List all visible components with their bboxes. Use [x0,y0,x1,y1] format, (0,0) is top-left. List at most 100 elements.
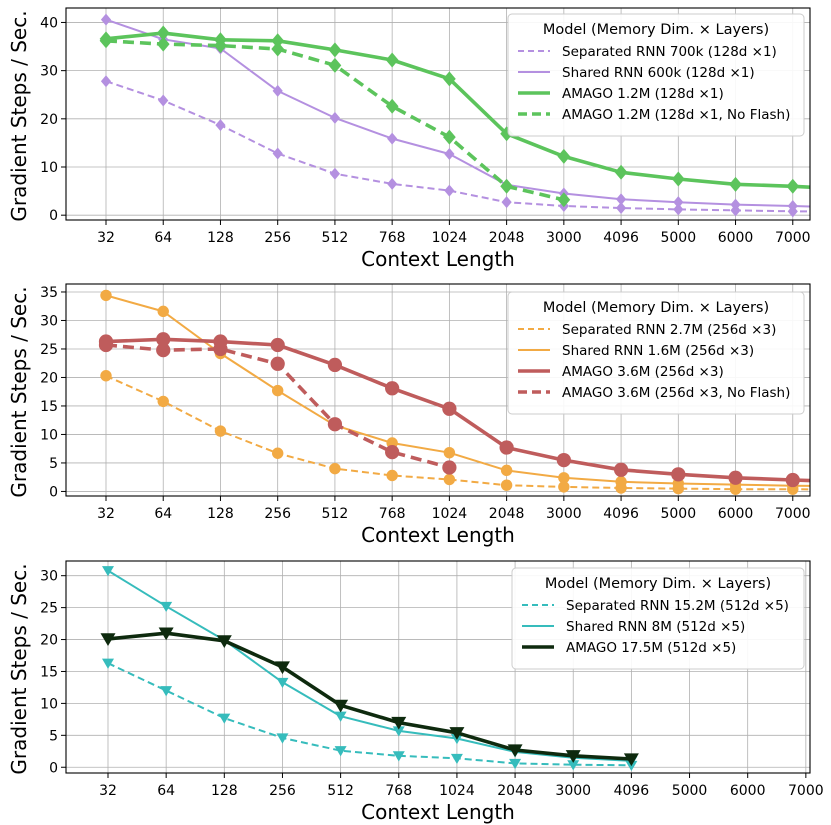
x-tick-label: 256 [264,506,291,522]
data-point [270,356,285,371]
data-point [443,473,456,486]
data-point [500,479,513,491]
x-tick-label: 3000 [546,230,582,246]
y-tick-label: 10 [40,427,58,443]
data-point [270,337,285,353]
data-point [334,711,347,722]
data-point [385,98,399,114]
data-point [156,25,170,41]
series-3 [100,627,639,767]
data-point [673,196,684,209]
chart-panel-1: 0 10 20 30 40 32 64 128 256 512 768 1024 2048 3000 409… [7,7,811,271]
data-point [213,341,228,357]
x-tick-label: 7000 [775,506,811,522]
x-tick-label: 5000 [660,506,696,522]
series-line [105,80,810,213]
legend-label: AMAGO 1.2M (128d ×1) [562,86,724,102]
data-point [271,447,284,459]
axes-frame [65,283,811,497]
data-point [499,440,514,455]
data-point [443,129,456,145]
legend-title: Model (Memory Dim. × Layers) [543,300,769,316]
data-point [100,370,112,382]
data-point [271,33,285,49]
data-point [444,147,455,160]
legend-label: AMAGO 3.6M (256d ×3) [562,364,724,380]
series-line [107,569,632,762]
legend-label: Shared RNN 600k (128d ×1) [562,65,755,81]
x-tick-label: 64 [154,230,172,246]
y-tick-label: 15 [40,399,58,415]
data-point [276,677,289,689]
series-line [105,294,810,487]
x-tick-label: 512 [327,783,354,799]
x-axis-label: Context Length [361,247,515,271]
chart-panel-3: 0 5 10 15 20 25 30 32 64 128 256 512 768 1024 2048 3000… [7,560,824,824]
axes-frame [65,7,811,221]
data-point [556,452,571,468]
data-point [158,94,169,107]
data-point [557,192,571,208]
data-point [785,472,800,488]
y-axis-label: Gradient Steps / Sec. [7,563,31,774]
data-point [386,469,398,482]
legend: Model (Memory Dim. × Layers) Separated RN… [511,567,805,670]
plot-area [99,13,810,218]
data-point [99,33,113,49]
series-line [105,31,810,189]
x-tick-label: 512 [322,230,349,246]
legend-label: Separated RNN 15.2M (512d ×5) [566,598,789,614]
legend-box [511,567,805,670]
y-tick-label: 30 [40,569,58,585]
data-point [385,381,400,396]
x-tick-label: 4096 [603,230,639,246]
data-point [329,462,341,475]
x-tick-label: 64 [154,506,172,522]
data-point [160,686,173,697]
y-tick-label: 30 [40,313,58,329]
x-tick-label: 256 [269,783,296,799]
data-point [442,460,457,475]
data-point [671,467,686,482]
data-point [272,147,283,160]
data-point [329,111,341,124]
legend-label: Shared RNN 1.6M (256d ×3) [562,343,754,359]
data-point [100,633,116,647]
data-point [157,305,169,318]
data-point [614,164,628,180]
data-point [271,41,285,57]
x-tick-label: 2048 [489,506,525,522]
data-point [786,178,800,194]
x-tick-label: 3000 [555,783,591,799]
x-tick-label: 32 [99,783,117,799]
x-tick-label: 7000 [775,230,811,246]
data-point [613,462,629,477]
y-tick-label: 10 [40,160,58,176]
data-point [500,464,513,477]
data-point [509,758,522,770]
x-tick-label: 64 [157,783,175,799]
x-tick-label: 256 [264,230,291,246]
x-tick-label: 6000 [718,230,754,246]
data-point [327,357,343,373]
x-tick-label: 5000 [660,230,696,246]
data-point [387,132,398,145]
data-point [328,57,342,73]
x-tick-label: 128 [211,783,238,799]
legend-box [507,13,805,137]
x-axis-label: Context Length [361,523,515,547]
x-tick-label: 128 [207,230,234,246]
y-tick-label: 15 [40,664,58,680]
x-axis-label: Context Length [361,800,515,824]
data-point [385,52,399,68]
legend-box [507,291,805,415]
data-point [214,38,227,54]
y-tick-label: 0 [49,484,58,500]
x-tick-label: 1024 [432,506,468,522]
series-4 [98,337,457,475]
series-line [105,18,810,208]
data-point [218,713,231,724]
series-4 [99,33,571,208]
data-point [327,417,343,432]
legend-title: Model (Memory Dim. × Layers) [543,22,769,38]
